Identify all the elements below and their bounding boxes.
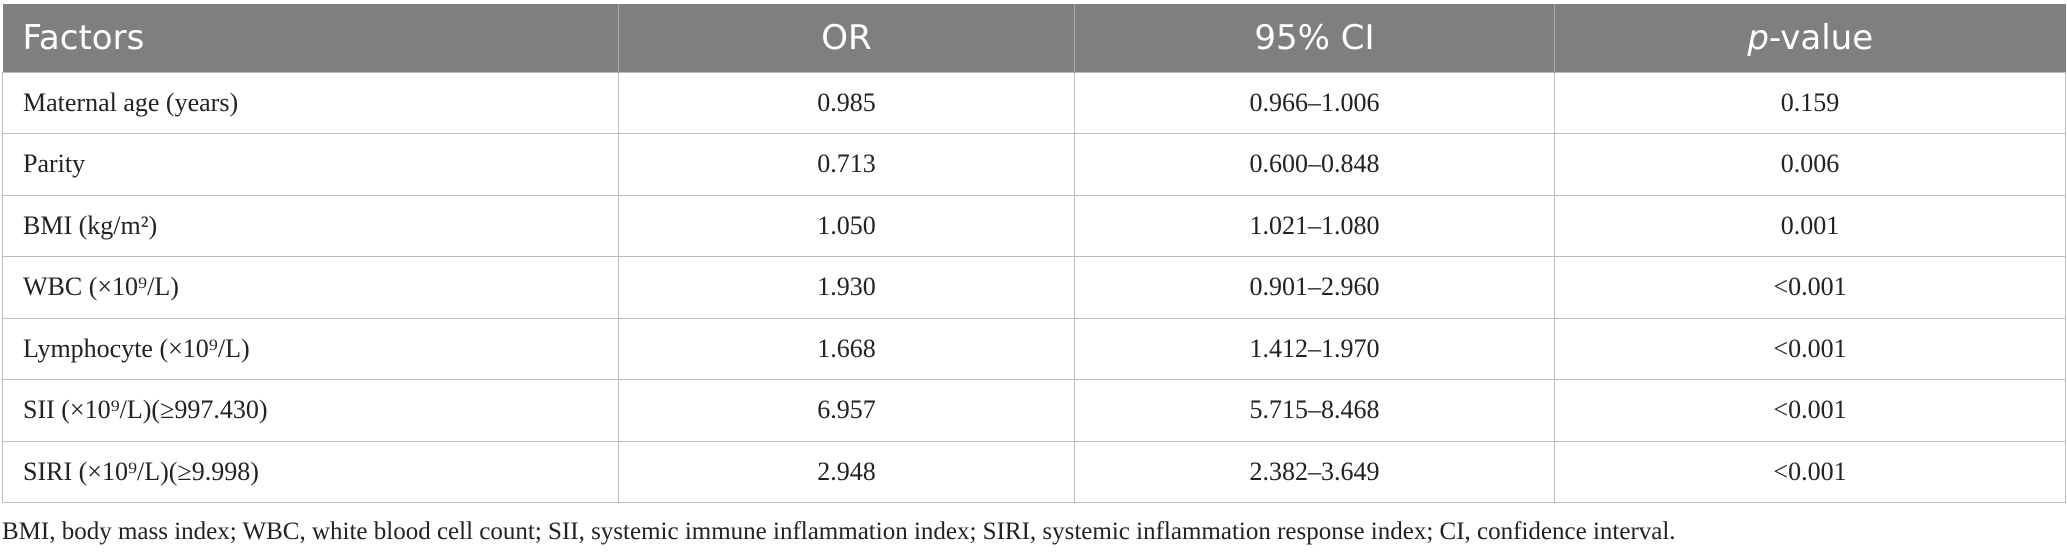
factor-cell: WBC (×10⁹/L) [2,256,619,318]
p-value-cell: <0.001 [1554,379,2066,441]
header-p-italic: p [1747,17,1769,58]
or-cell: 2.948 [618,440,1075,503]
or-cell: 0.713 [618,133,1075,195]
header-factors: Factors [22,17,145,58]
factor-cell: SII (×10⁹/L)(≥997.430) [2,379,619,441]
or-cell: 1.930 [618,256,1075,318]
ci-cell: 0.600–0.848 [1074,133,1555,195]
header-p-rest: -value [1768,17,1874,58]
p-value-cell: <0.001 [1554,317,2066,380]
p-value-cell: <0.001 [1554,256,2066,318]
table-row: Parity 0.713 0.600–0.848 0.006 [2,133,2066,195]
header-p-value: p-value [1554,4,2066,72]
ci-cell: 5.715–8.468 [1074,379,1555,441]
table-row: Lymphocyte (×10⁹/L) 1.668 1.412–1.970 <0… [2,317,2066,380]
or-cell: 0.985 [618,71,1075,134]
ci-cell: 2.382–3.649 [1074,440,1555,503]
or-cell: 1.050 [618,194,1075,257]
table-row: WBC (×10⁹/L) 1.930 0.901–2.960 <0.001 [2,256,2066,318]
table-row: SIRI (×10⁹/L)(≥9.998) 2.948 2.382–3.649 … [2,440,2066,503]
table-row: Maternal age (years) 0.985 0.966–1.006 0… [2,71,2066,134]
or-cell: 6.957 [618,379,1075,441]
p-value-cell: 0.006 [1554,133,2066,195]
ci-cell: 0.966–1.006 [1074,71,1555,134]
factor-cell: Maternal age (years) [2,71,619,134]
p-value-cell: 0.001 [1554,194,2066,257]
table-header-row: Factors OR 95% CI p-value [2,4,2066,72]
ci-cell: 0.901–2.960 [1074,256,1555,318]
table-footnote: BMI, body mass index; WBC, white blood c… [2,518,1676,545]
p-value-cell: 0.159 [1554,71,2066,134]
factor-cell: SIRI (×10⁹/L)(≥9.998) [2,440,619,503]
logistic-regression-table: Factors OR 95% CI p-value Maternal age (… [2,4,2066,503]
factor-cell: Lymphocyte (×10⁹/L) [2,317,619,380]
ci-cell: 1.412–1.970 [1074,317,1555,380]
table-row: SII (×10⁹/L)(≥997.430) 6.957 5.715–8.468… [2,379,2066,441]
or-cell: 1.668 [618,317,1075,380]
ci-cell: 1.021–1.080 [1074,194,1555,257]
factor-cell: BMI (kg/m²) [2,194,619,257]
header-ci: 95% CI [1074,4,1555,72]
factor-cell: Parity [2,133,619,195]
header-or: OR [618,4,1075,72]
results-table-container: Factors OR 95% CI p-value Maternal age (… [2,4,2066,503]
p-value-cell: <0.001 [1554,440,2066,503]
table-row: BMI (kg/m²) 1.050 1.021–1.080 0.001 [2,194,2066,257]
